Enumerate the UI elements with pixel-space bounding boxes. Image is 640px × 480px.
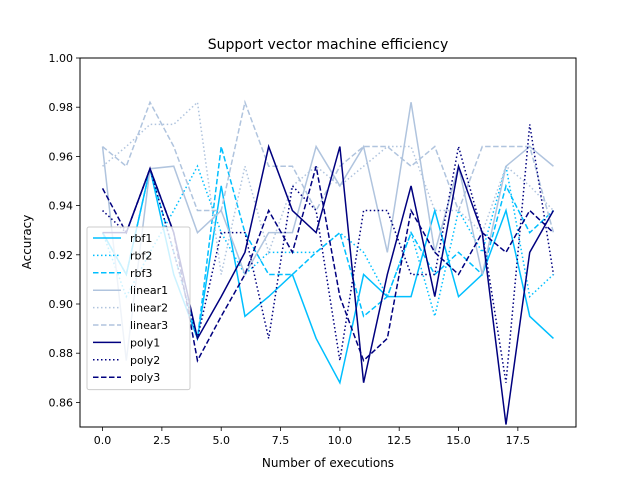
x-axis-ticks: 0.0 2.5 5.0 7.5 10.0 12.5 15.0 17.5 — [94, 427, 530, 447]
x-tick-label: 2.5 — [153, 434, 171, 447]
y-tick-label: 0.90 — [49, 298, 74, 311]
x-tick-label: 12.5 — [387, 434, 412, 447]
x-tick-label: 10.0 — [328, 434, 353, 447]
x-tick-label: 5.0 — [212, 434, 230, 447]
y-tick-label: 0.94 — [49, 200, 74, 213]
legend-label-rbf1: rbf1 — [130, 232, 152, 245]
legend-label-linear2: linear2 — [130, 302, 168, 315]
series-line-linear1 — [101, 102, 554, 361]
plot-frame — [79, 57, 577, 428]
y-axis-ticks: 0.86 0.88 0.90 0.92 0.94 0.96 0.98 1.00 — [49, 52, 80, 409]
y-tick-label: 0.92 — [49, 249, 74, 262]
y-tick-label: 0.88 — [49, 347, 74, 360]
y-tick-label: 0.98 — [49, 101, 74, 114]
legend-label-rbf3: rbf3 — [130, 267, 152, 280]
y-tick-label: 0.86 — [49, 396, 74, 409]
legend-label-poly1: poly1 — [130, 336, 160, 349]
legend-box — [86, 226, 191, 391]
x-axis-label: Number of executions — [262, 456, 394, 470]
y-tick-label: 0.96 — [49, 150, 74, 163]
legend: rbf1 rbf2 rbf3 linear1 linear2 linear3 poly1 po… — [86, 226, 191, 391]
y-tick-label: 1.00 — [49, 52, 74, 65]
legend-label-poly3: poly3 — [130, 371, 160, 384]
x-tick-label: 17.5 — [506, 434, 531, 447]
legend-label-linear1: linear1 — [130, 284, 168, 297]
x-tick-label: 15.0 — [446, 434, 471, 447]
legend-label-rbf2: rbf2 — [130, 249, 152, 262]
series-line-linear3 — [102, 99, 555, 233]
series-line-linear2 — [102, 100, 554, 275]
y-axis-label: Accuracy — [20, 215, 34, 270]
x-tick-label: 7.5 — [272, 434, 290, 447]
legend-label-poly2: poly2 — [130, 354, 160, 367]
chart-title: Support vector machine efficiency — [208, 37, 448, 53]
x-tick-label: 0.0 — [94, 434, 112, 447]
legend-label-linear3: linear3 — [130, 319, 168, 332]
